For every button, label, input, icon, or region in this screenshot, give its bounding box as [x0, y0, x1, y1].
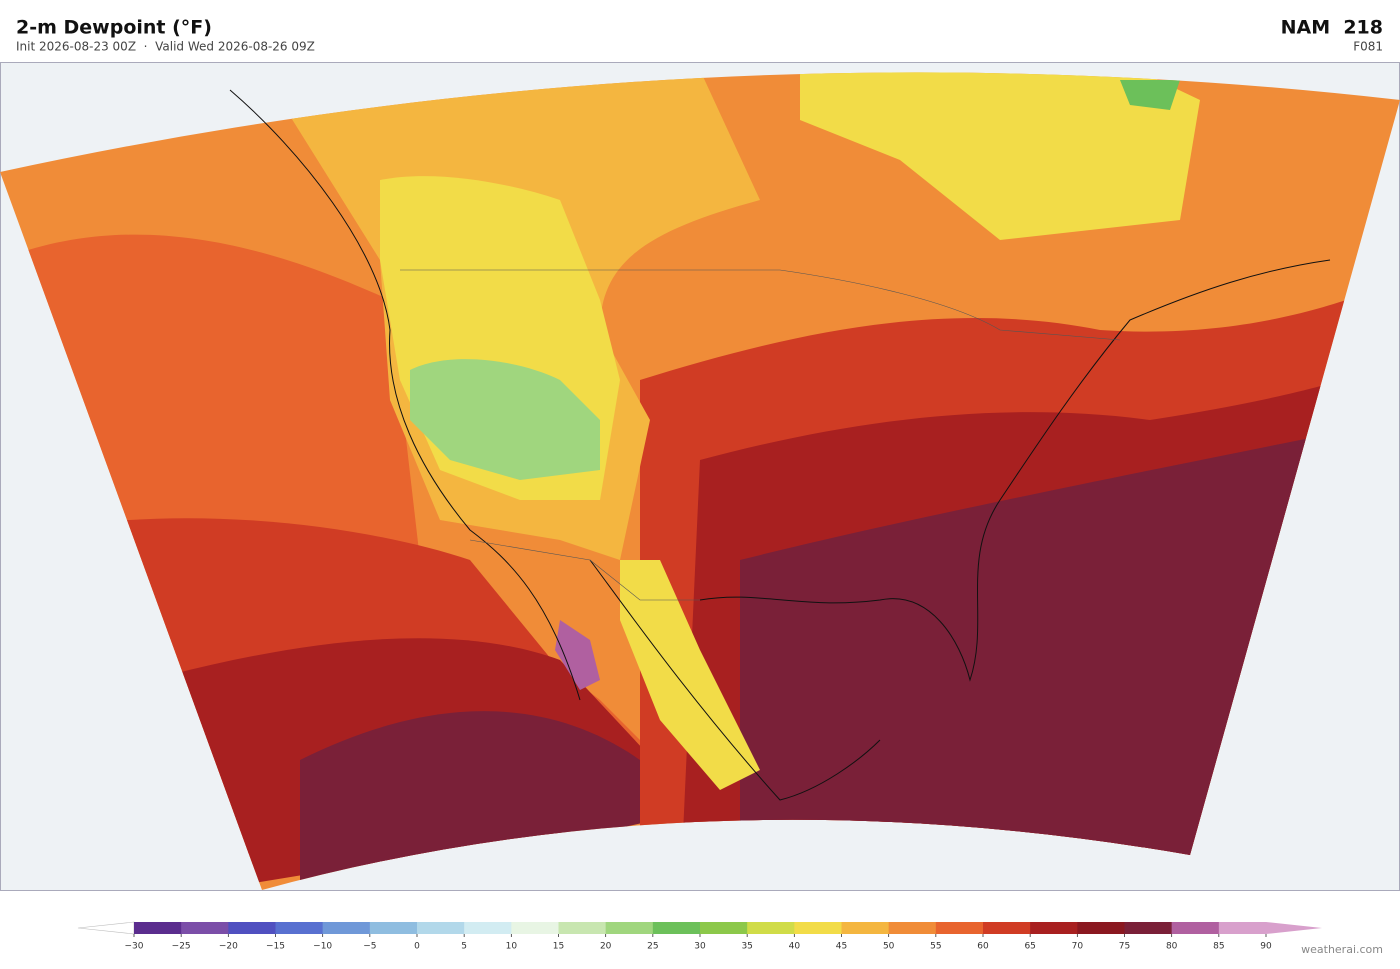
- colorbar-tick-label: 80: [1166, 942, 1178, 952]
- colorbar-tick-label: 50: [883, 942, 895, 952]
- colorbar-tick-label: −20: [219, 942, 238, 952]
- colorbar-tick-label: −5: [363, 942, 376, 952]
- colorbar-tick-label: −15: [266, 942, 285, 952]
- colorbar-swatch: [1077, 922, 1125, 934]
- borders: [400, 269, 1121, 601]
- forecast-hour: F081: [1353, 40, 1383, 54]
- colorbar-swatch: [1218, 922, 1267, 934]
- field-gulf-california: [555, 620, 600, 690]
- colorbar-swatch: [794, 922, 842, 934]
- colorbar-swatch: [935, 922, 984, 934]
- colorbar-swatch: [464, 922, 512, 934]
- colorbar: −30 −25 −20 −15 −10 −5 0 5 10 15 20 25 30 35 40 45 50 55 6…: [77, 921, 1322, 952]
- field-tropical-pacific-2: [300, 711, 700, 890]
- colorbar-swatch: [888, 922, 937, 934]
- field-mexico-plateau: [620, 560, 760, 790]
- colorbar-tick-label: 70: [1072, 942, 1084, 952]
- colorbar-swatch: [417, 922, 465, 934]
- map-panel: [0, 62, 1400, 891]
- colorbar-swatch: [747, 922, 795, 934]
- colorbar-tick-label: 60: [977, 942, 989, 952]
- field-hudson: [1120, 80, 1180, 110]
- colorbar-tick-label: 85: [1213, 942, 1224, 952]
- colorbar-tick-label: 30: [694, 942, 706, 952]
- border-us-mexico: [469, 539, 700, 601]
- colorbar-over: [1266, 922, 1322, 934]
- colorbar-tick-label: 10: [506, 942, 518, 952]
- colorbar-swatch: [558, 922, 607, 934]
- colorbar-swatch: [1171, 922, 1220, 934]
- colorbar-tick-label: 55: [930, 942, 941, 952]
- border-canada-us: [400, 269, 1121, 341]
- colorbar-swatch: [652, 922, 701, 934]
- colorbar-tick-label: 90: [1260, 942, 1272, 952]
- colorbar-tick-label: 20: [600, 942, 612, 952]
- colorbar-swatch: [605, 922, 654, 934]
- colorbar-swatch: [322, 922, 371, 934]
- credit: weatherai.com: [1301, 943, 1383, 956]
- colorbar-tick-label: 40: [789, 942, 801, 952]
- colorbar-swatch: [134, 922, 182, 934]
- colorbar-swatch: [1030, 922, 1078, 934]
- colorbar-tick-label: 25: [647, 942, 658, 952]
- colorbar-tick-label: 5: [461, 942, 467, 952]
- coastline-pacific: [229, 89, 581, 701]
- colorbar-swatch: [369, 922, 418, 934]
- colorbar-swatch: [983, 922, 1031, 934]
- colorbar-swatch: [275, 922, 324, 934]
- colorbar-swatch: [841, 922, 890, 934]
- colorbar-swatch: [511, 922, 559, 934]
- colorbar-swatch: [228, 922, 276, 934]
- colorbar-swatch: [1124, 922, 1173, 934]
- colorbar-tick-label: 15: [553, 942, 564, 952]
- colorbar-tick-label: −10: [313, 942, 332, 952]
- colorbar-swatch: [181, 922, 229, 934]
- colorbar-swatch: [700, 922, 748, 934]
- colorbar-tick-label: −25: [172, 942, 191, 952]
- colorbar-tick-label: 35: [741, 942, 752, 952]
- colorbar-tick-label: 75: [1119, 942, 1130, 952]
- dewpoint-field: [0, 72, 1400, 890]
- map-title: 2-m Dewpoint (°F): [16, 17, 212, 39]
- model-label: NAM 218: [1281, 17, 1383, 39]
- colorbar-tick-label: −30: [125, 942, 144, 952]
- field-great-basin: [410, 359, 600, 480]
- colorbar-tick-label: 65: [1024, 942, 1035, 952]
- map-subtitle: Init 2026-08-23 00Z · Valid Wed 2026-08-…: [16, 40, 315, 54]
- colorbar-tick-label: 45: [836, 942, 847, 952]
- coastline-mexico: [589, 559, 881, 801]
- field-canada-north: [800, 72, 1200, 240]
- coastline-gulf-atlantic: [699, 259, 1331, 682]
- colorbar-tick-label: 0: [414, 942, 420, 952]
- colorbar-under: [77, 921, 135, 935]
- coastlines: [229, 89, 1331, 801]
